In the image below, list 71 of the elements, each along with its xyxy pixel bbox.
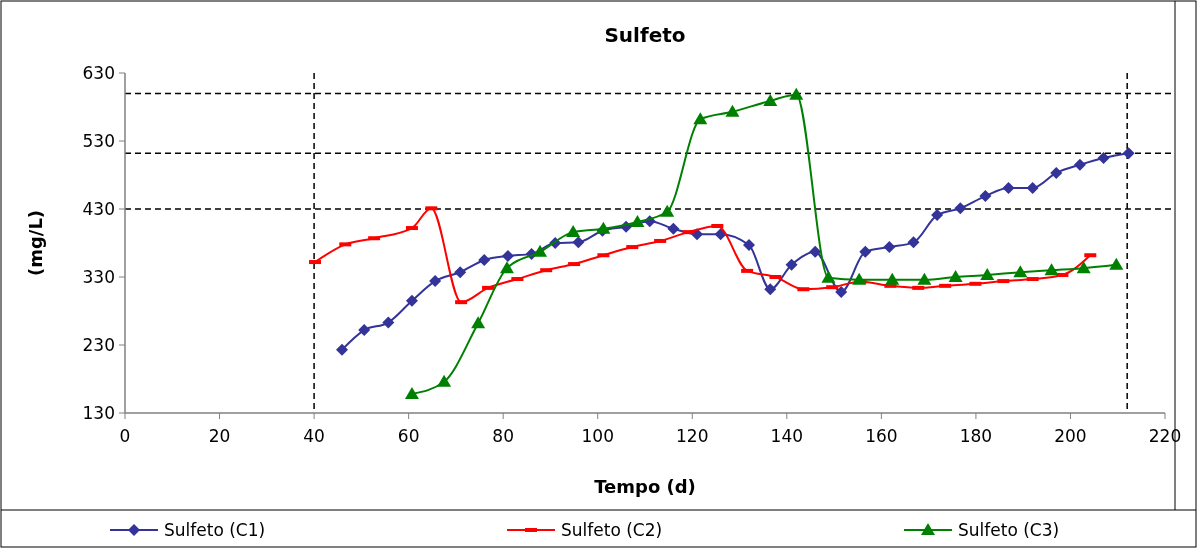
point (907, 236, 920, 249)
point (1044, 263, 1059, 276)
y-tick-label: 430 (82, 199, 115, 219)
point (1026, 181, 1039, 194)
point (885, 272, 900, 285)
legend-label: Sulfeto (C2) (561, 520, 663, 540)
point (948, 270, 963, 282)
y-tick-label: 630 (82, 63, 115, 83)
x-tick-label: 0 (119, 426, 131, 446)
y-tick-label: 330 (82, 267, 115, 287)
x-tick-label: 160 (865, 426, 898, 446)
point (789, 87, 804, 100)
chart-title: Sulfeto (604, 23, 686, 47)
x-tick-label: 220 (1148, 426, 1182, 446)
point (917, 272, 932, 285)
point (499, 261, 514, 274)
y-tick-label: 130 (82, 403, 115, 423)
x-tick-label: 200 (1054, 426, 1087, 446)
point (382, 316, 395, 329)
point (1073, 158, 1086, 171)
point (335, 343, 348, 356)
point (405, 294, 418, 307)
point (660, 204, 675, 217)
point (821, 270, 836, 283)
y-tick-label: 530 (82, 131, 115, 151)
x-tick-label: 100 (581, 426, 614, 446)
point (763, 93, 778, 106)
point (1109, 257, 1124, 270)
point (533, 244, 548, 257)
legend-label: Sulfeto (C3) (958, 520, 1060, 540)
x-tick-label: 20 (208, 426, 231, 446)
x-axis-title: Tempo (d) (594, 476, 696, 497)
point (667, 222, 680, 235)
point (501, 249, 514, 262)
point (1076, 261, 1091, 274)
point (725, 104, 740, 117)
point (1050, 166, 1063, 179)
point (566, 225, 581, 238)
point (630, 214, 645, 227)
point (572, 236, 585, 249)
point (404, 386, 419, 399)
point (478, 254, 491, 266)
point (859, 245, 872, 258)
point (1013, 265, 1028, 278)
point (1097, 152, 1110, 164)
y-axis-title: (mg/L) (25, 209, 46, 277)
point (1002, 181, 1015, 194)
x-tick-label: 120 (676, 426, 709, 446)
point (1122, 147, 1135, 160)
point (785, 258, 798, 271)
point (883, 241, 896, 254)
point (429, 275, 442, 288)
point (764, 283, 777, 296)
point (980, 267, 995, 280)
legend-label: Sulfeto (C1) (164, 520, 266, 540)
point (454, 266, 467, 279)
point (471, 316, 486, 329)
x-tick-label: 140 (770, 426, 804, 446)
x-tick-label: 40 (303, 426, 325, 446)
point (979, 190, 992, 203)
point (931, 209, 944, 222)
x-tick-label: 180 (959, 426, 993, 446)
point (835, 285, 848, 298)
point (437, 374, 452, 387)
x-tick-label: 80 (492, 426, 514, 446)
point (743, 239, 755, 252)
y-tick-label: 230 (82, 335, 115, 355)
x-tick-label: 60 (397, 426, 420, 446)
point (954, 202, 967, 215)
point (358, 324, 371, 337)
point (693, 112, 708, 125)
